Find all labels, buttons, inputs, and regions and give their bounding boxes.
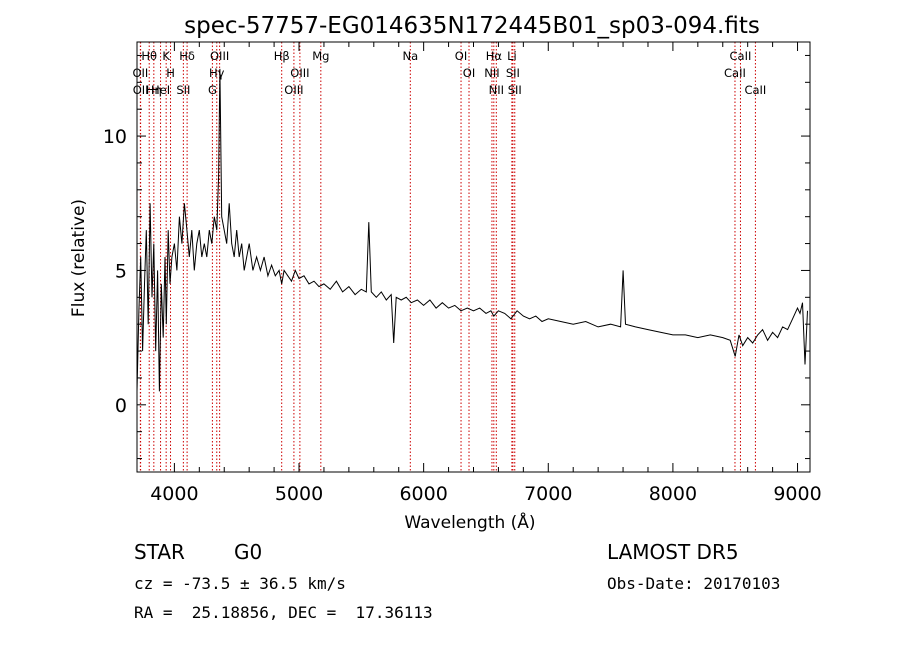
- coordinates: RA = 25.18856, DEC = 17.36113: [134, 603, 433, 622]
- x-axis-label: Wavelength (Å): [404, 511, 535, 533]
- x-tick-label: 9000: [773, 483, 821, 505]
- spectral-line-label: H: [166, 66, 175, 80]
- y-tick-label: 0: [115, 395, 127, 417]
- x-tick-label: 5000: [275, 483, 323, 505]
- spectral-line-label: CaII: [724, 66, 746, 80]
- spectral-line-label: OI: [463, 66, 475, 80]
- survey-name: LAMOST DR5: [607, 540, 739, 564]
- spectral-line-label: OIII: [284, 83, 303, 97]
- spectral-line-label: NII: [484, 66, 499, 80]
- spectral-line-label: CaII: [744, 83, 766, 97]
- spectral-line-label: OII: [132, 66, 148, 80]
- y-tick-label: 10: [103, 126, 127, 148]
- spectral-line-label: Mg: [312, 49, 329, 63]
- spectral-line-label: Na: [402, 49, 418, 63]
- object-subclass: G0: [234, 540, 263, 564]
- series-layer: [136, 68, 808, 392]
- spectral-line-label: OIII: [290, 66, 309, 80]
- y-axis-label: Flux (relative): [69, 199, 89, 317]
- y-ticks-layer: 0 5 10: [103, 54, 810, 460]
- chart-title: spec-57757-EG014635N172445B01_sp03-094.f…: [184, 13, 760, 39]
- observation-date: Obs-Date: 20170103: [607, 574, 781, 593]
- spectral-line-label: SII: [508, 83, 522, 97]
- spectral-line-label: K: [162, 49, 170, 63]
- spectrum-series-line: [136, 68, 808, 392]
- x-tick-label: 7000: [524, 483, 572, 505]
- spectral-line-label: OIII: [210, 49, 229, 63]
- spectral-line-label: Li: [507, 49, 517, 63]
- spectral-line-label: SII: [176, 83, 190, 97]
- spectral-line-label: Hη: [146, 83, 162, 97]
- spectral-line-label: Hγ: [209, 66, 225, 80]
- spectral-line-label: CaII: [730, 49, 752, 63]
- spectral-line-label: SII: [506, 66, 520, 80]
- object-class: STAR: [134, 540, 185, 564]
- x-ticks-layer: 4000 5000 6000 7000 8000 9000: [150, 42, 822, 505]
- spectral-line-label: NII: [489, 83, 504, 97]
- spectral-line-label: G: [208, 83, 217, 97]
- y-tick-label: 5: [115, 260, 127, 282]
- spectral-line-label: Hα: [486, 49, 503, 63]
- spectral-line-label: Hδ: [179, 49, 195, 63]
- x-tick-label: 6000: [399, 483, 447, 505]
- spectral-line-label: OI: [455, 49, 467, 63]
- plot-frame: [136, 41, 811, 473]
- x-tick-label: 8000: [649, 483, 697, 505]
- spectral-line-label: HeI: [151, 83, 170, 97]
- spectral-lines-layer: [139, 42, 756, 472]
- x-tick-label: 4000: [150, 483, 198, 505]
- spectral-line-label: Hβ: [274, 49, 290, 63]
- spectral-line-label: Hθ: [141, 49, 157, 63]
- redshift-cz: cz = -73.5 ± 36.5 km/s: [134, 574, 346, 593]
